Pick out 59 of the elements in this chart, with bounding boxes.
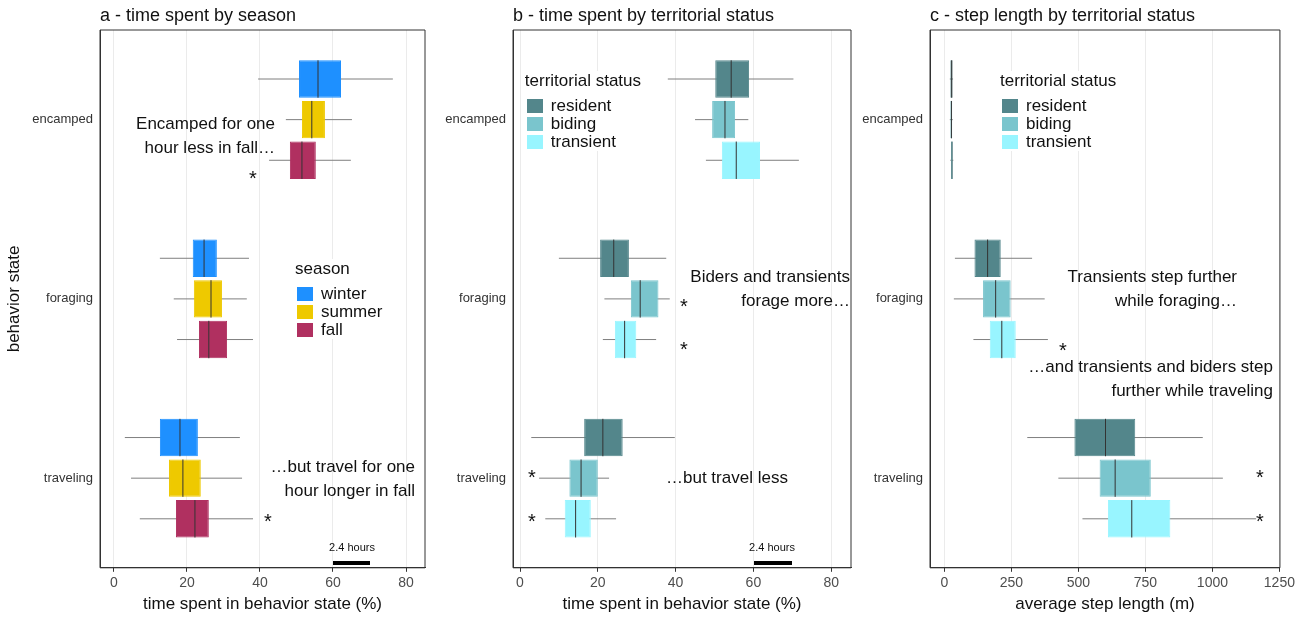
- chart-title: a - time spent by season: [100, 5, 297, 26]
- annotation: *: [680, 294, 688, 318]
- y-tick-label: encamped: [862, 111, 923, 127]
- x-axis-title: time spent in behavior state (%): [142, 594, 383, 614]
- x-tick-label: 20: [179, 574, 195, 591]
- x-tick-label: 40: [252, 574, 268, 591]
- x-tick-label: 250: [999, 574, 1024, 591]
- legend-title: territorial status: [524, 70, 642, 91]
- annotation: *: [680, 337, 688, 361]
- legend-title: territorial status: [999, 70, 1117, 91]
- annotation: 2.4 hours: [749, 541, 795, 553]
- x-tick-label: 60: [325, 574, 341, 591]
- y-axis-title: behavior state: [3, 245, 23, 353]
- legend-label: transient: [1025, 131, 1092, 152]
- annotation: *: [1256, 509, 1264, 533]
- y-tick-label: foraging: [46, 290, 93, 306]
- y-tick-label: encamped: [445, 111, 506, 127]
- x-tick-label: 1250: [1263, 574, 1296, 591]
- annotation: *: [528, 509, 536, 533]
- annotation: …but travel less: [666, 467, 789, 489]
- annotation: *: [249, 166, 257, 190]
- legend-label: fall: [321, 319, 343, 340]
- y-tick-label: traveling: [456, 469, 506, 485]
- x-axis-title: average step length (m): [1015, 594, 1195, 614]
- y-tick-label: foraging: [876, 290, 923, 306]
- x-tick-label: 80: [398, 574, 415, 591]
- x-tick-label: 0: [940, 574, 949, 591]
- chart-title: c - step length by territorial status: [930, 5, 1196, 26]
- x-tick-label: 0: [109, 574, 118, 591]
- x-tick-label: 500: [1066, 574, 1091, 591]
- legend-label: biding: [1025, 113, 1072, 134]
- y-tick-label: traveling: [873, 469, 923, 485]
- y-tick-label: foraging: [459, 290, 506, 306]
- legend-label: summer: [321, 301, 383, 322]
- x-tick-label: 40: [667, 574, 684, 591]
- x-tick-label: 750: [1133, 574, 1158, 591]
- annotation: Encamped for one hour less in fall…: [135, 113, 275, 159]
- y-tick-label: encamped: [32, 111, 93, 127]
- x-tick-label: 20: [590, 574, 606, 591]
- x-tick-label: 1000: [1196, 574, 1229, 591]
- legend-label: resident: [550, 95, 612, 116]
- legend-label: biding: [550, 113, 597, 134]
- annotation: *: [528, 465, 536, 489]
- x-tick-label: 0: [516, 574, 525, 591]
- legend-label: resident: [1025, 95, 1087, 116]
- legend-title: season: [295, 258, 351, 279]
- annotation: Transients step further while foraging…: [1066, 266, 1237, 312]
- annotation: …but travel for one hour longer in fall: [269, 456, 415, 502]
- x-tick-label: 80: [823, 574, 840, 591]
- annotation: *: [1256, 465, 1264, 489]
- x-axis-title: time spent in behavior state (%): [562, 594, 802, 614]
- legend-label: transient: [550, 131, 617, 152]
- legend-label: winter: [321, 283, 367, 304]
- annotation: Biders and transients forage more…: [690, 267, 850, 310]
- annotation: *: [264, 509, 272, 533]
- x-tick-label: 60: [745, 574, 762, 591]
- y-tick-label: traveling: [43, 469, 93, 485]
- annotation: 2.4 hours: [329, 541, 375, 553]
- chart-title: b - time spent by territorial status: [513, 5, 775, 26]
